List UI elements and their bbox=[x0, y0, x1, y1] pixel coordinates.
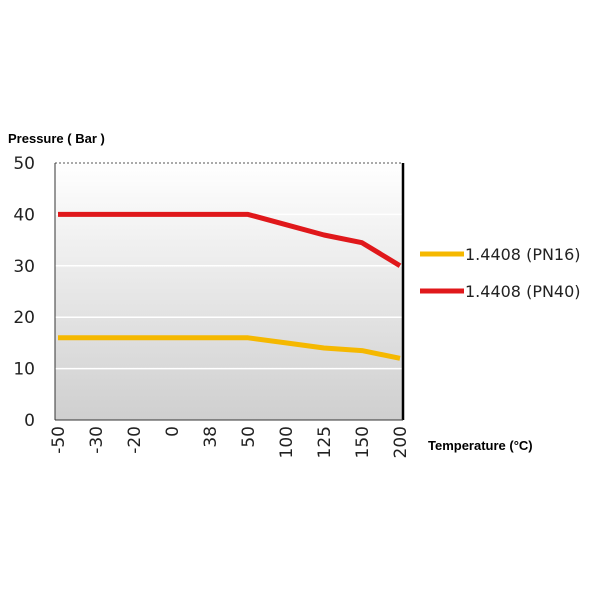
x-tick-labels: -50 -30 -20 0 38 50 100 125 150 200 bbox=[49, 426, 411, 458]
legend: 1.4408 (PN16) 1.4408 (PN40) bbox=[420, 245, 581, 301]
plot-area bbox=[55, 163, 403, 420]
x-tick-label: 38 bbox=[201, 426, 221, 448]
x-tick-label: 200 bbox=[391, 426, 411, 458]
y-axis-title: Pressure ( Bar ) bbox=[8, 131, 105, 146]
x-tick-label: 150 bbox=[353, 426, 373, 458]
y-tick-label: 30 bbox=[13, 257, 35, 277]
legend-label: 1.4408 (PN40) bbox=[465, 282, 581, 301]
series-line-1 bbox=[58, 335, 401, 361]
x-tick-label: 50 bbox=[239, 426, 259, 448]
y-tick-label: 10 bbox=[13, 360, 35, 380]
y-tick-label: 0 bbox=[24, 411, 35, 431]
x-tick-label: 125 bbox=[315, 426, 335, 458]
y-tick-label: 20 bbox=[13, 308, 35, 328]
x-tick-label: -50 bbox=[49, 426, 69, 454]
y-tick-label: 40 bbox=[13, 205, 35, 225]
x-tick-label: 100 bbox=[277, 426, 297, 458]
x-tick-label: -30 bbox=[87, 426, 107, 454]
x-tick-label: 0 bbox=[163, 426, 183, 437]
x-tick-label: -20 bbox=[125, 426, 145, 454]
legend-label: 1.4408 (PN16) bbox=[465, 245, 581, 264]
series-lines bbox=[58, 211, 402, 361]
y-tick-label: 50 bbox=[13, 154, 35, 174]
series-line-2 bbox=[58, 211, 402, 268]
x-axis-title: Temperature (°C) bbox=[428, 438, 533, 453]
y-tick-labels: 0 10 20 30 40 50 bbox=[13, 154, 35, 431]
